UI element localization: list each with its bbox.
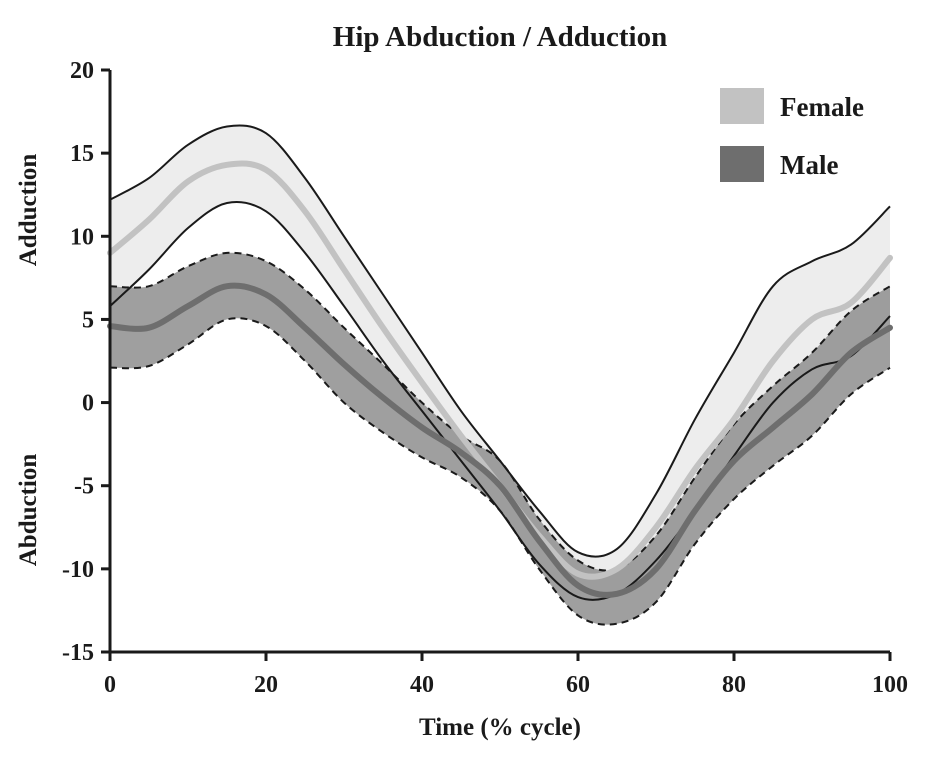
x-tick-label: 40 — [410, 672, 434, 698]
legend-swatch-male — [720, 146, 764, 182]
y-tick-label: -10 — [62, 557, 94, 583]
y-tick-label: 0 — [82, 391, 94, 417]
legend-label-female: Female — [780, 92, 864, 122]
x-tick-label: 80 — [722, 672, 746, 698]
y-axis-label-abduction: Abduction — [15, 454, 42, 567]
x-tick-label: 20 — [254, 672, 278, 698]
legend: Female Male — [720, 88, 864, 182]
y-tick-label: 20 — [70, 58, 94, 84]
x-axis-label: Time (% cycle) — [419, 714, 581, 741]
y-tick-label: -15 — [62, 640, 94, 666]
x-tick-label: 100 — [872, 672, 908, 698]
mean-line-male — [107, 282, 893, 598]
y-tick-label: 10 — [70, 224, 94, 250]
plot-area — [107, 124, 893, 626]
x-tick-label: 0 — [104, 672, 116, 698]
axes: 20 15 10 5 0 -5 -10 -15 0 20 40 60 80 100 — [62, 58, 908, 698]
y-tick-label: 5 — [82, 307, 94, 333]
y-tick-label: 15 — [70, 141, 94, 167]
chart-title: Hip Abduction / Adduction — [333, 21, 667, 53]
y-tick-label: -5 — [74, 474, 94, 500]
x-tick-label: 60 — [566, 672, 590, 698]
band-edge-male-upper — [109, 251, 891, 572]
band-male — [110, 252, 890, 625]
legend-label-male: Male — [780, 150, 838, 180]
band-edge-male-lower — [109, 317, 891, 626]
legend-swatch-female — [720, 88, 764, 124]
y-axis-label-adduction: Adduction — [15, 154, 42, 267]
